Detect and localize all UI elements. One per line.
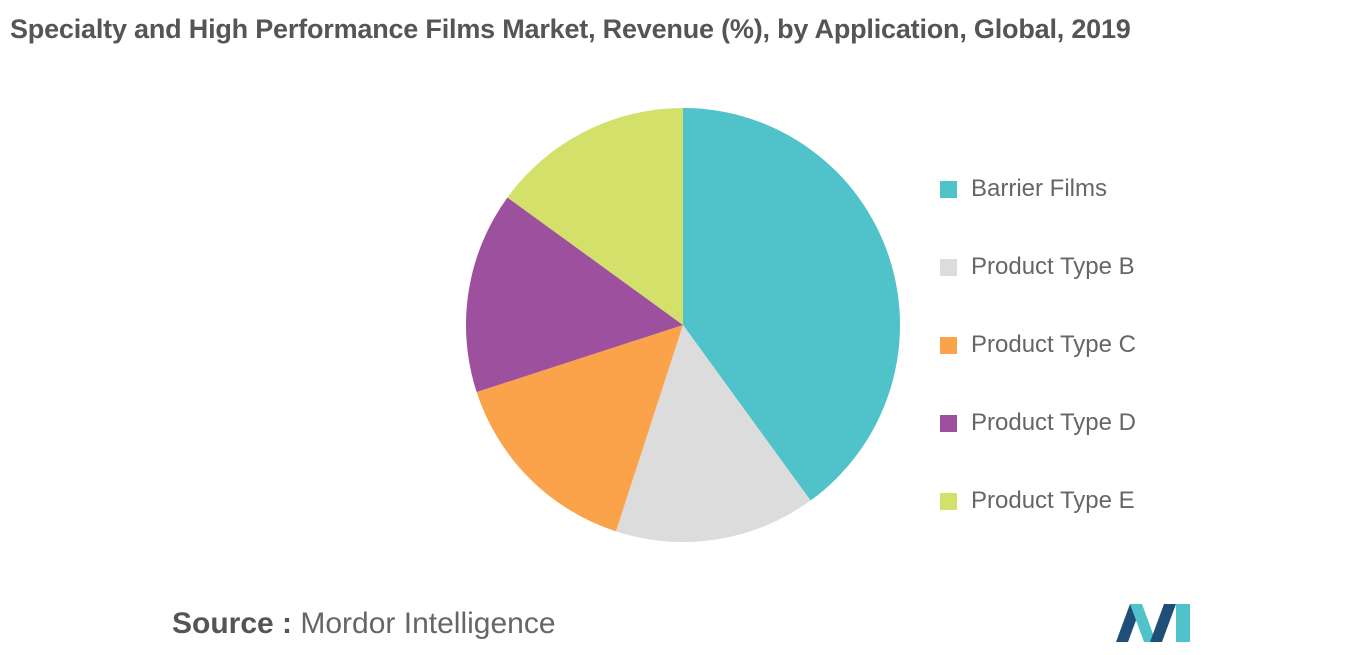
- legend-item-barrier-films: Barrier Films: [940, 150, 1320, 228]
- source-label: Source :: [172, 607, 293, 640]
- legend-item-product-type-d: Product Type D: [940, 384, 1320, 462]
- legend-item-product-type-b: Product Type B: [940, 228, 1320, 306]
- pie-slice-product-type-c: [476, 325, 683, 532]
- legend-label: Product Type E: [971, 487, 1135, 514]
- pie-slice-product-type-b: [615, 325, 811, 543]
- legend-label: Product Type B: [971, 253, 1135, 280]
- legend-swatch: [940, 180, 957, 198]
- legend-swatch: [940, 258, 957, 276]
- legend-label: Product Type D: [971, 409, 1136, 436]
- legend-item-product-type-e: Product Type E: [940, 462, 1320, 540]
- pie-slice-product-type-e: [507, 108, 683, 325]
- legend-swatch: [940, 492, 957, 510]
- pie-slice-barrier-films: [683, 108, 901, 501]
- source-value: Mordor Intelligence: [300, 607, 556, 640]
- pie-slice-product-type-d: [465, 197, 683, 393]
- legend-swatch: [940, 336, 957, 354]
- legend-item-product-type-c: Product Type C: [940, 306, 1320, 384]
- legend-label: Barrier Films: [971, 175, 1107, 202]
- legend-label: Product Type C: [971, 331, 1136, 358]
- mordor-intelligence-logo-icon: [1116, 604, 1190, 642]
- pie-slices: [465, 108, 901, 543]
- legend-swatch: [940, 414, 957, 432]
- chart-legend: Barrier Films Product Type B Product Type …: [940, 150, 1320, 540]
- chart-title: Specialty and High Performance Films Mar…: [10, 14, 1131, 44]
- source-note: Source : Mordor Intelligence: [172, 607, 556, 641]
